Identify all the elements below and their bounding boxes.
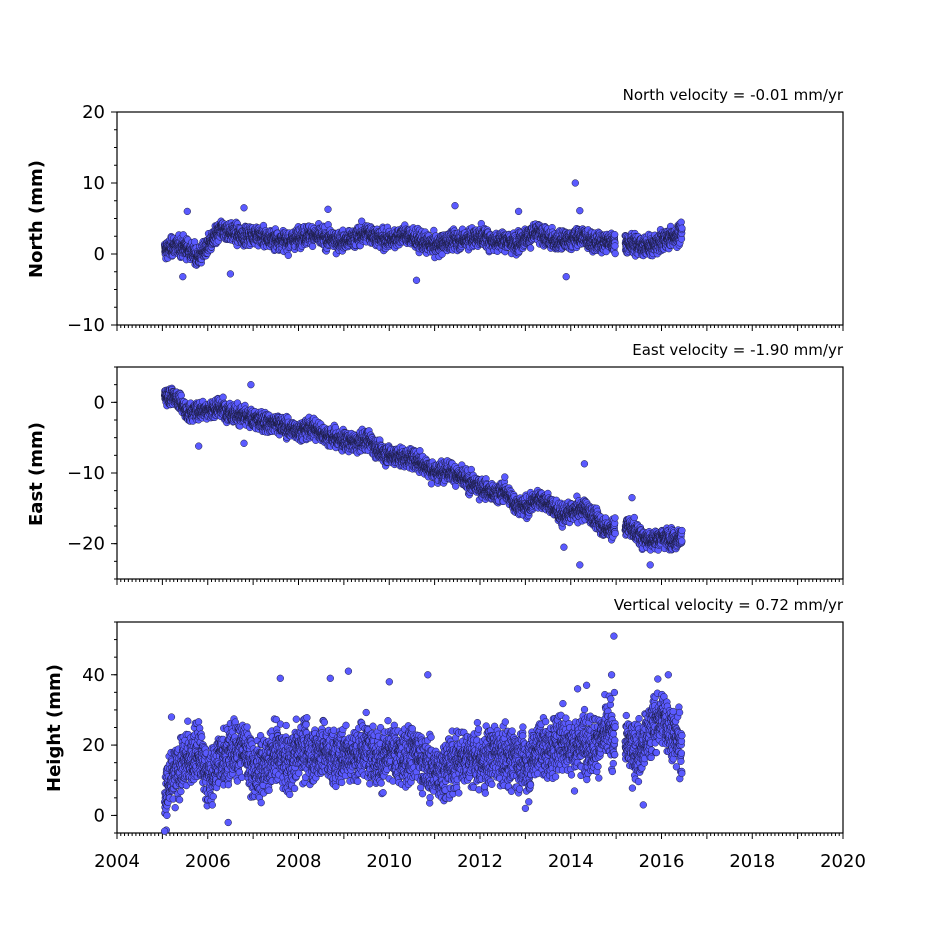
y-tick-label: −20	[67, 534, 105, 555]
y-tick-label: −10	[67, 463, 105, 484]
plot-frame	[116, 111, 844, 326]
outlier-point	[412, 276, 421, 284]
east-velocity-annotation: East velocity = -1.90 mm/yr	[632, 341, 844, 359]
outlier-point	[179, 273, 187, 281]
data-point	[526, 244, 535, 252]
y-tick-label: 10	[82, 173, 105, 194]
east-axis-label: East (mm)	[26, 422, 47, 526]
data-point	[611, 249, 619, 258]
data-point	[190, 238, 199, 246]
y-tick-label: 0	[94, 244, 105, 265]
outlier-point	[576, 207, 584, 215]
north-axis-label: North (mm)	[26, 160, 47, 278]
north-panel: North velocity = -0.01 mm/yr North (mm) …	[26, 86, 844, 336]
data-point	[284, 251, 292, 260]
y-tick-label: 0	[94, 392, 105, 413]
data-point	[308, 242, 317, 251]
outlier-point	[183, 207, 191, 216]
data-point	[678, 224, 686, 232]
data-point	[677, 218, 685, 226]
data-point	[611, 242, 619, 250]
data-points	[160, 381, 686, 569]
outlier-point	[324, 205, 332, 213]
east-panel: East velocity = -1.90 mm/yr East (mm) −2…	[26, 341, 844, 585]
y-tick-label: 20	[82, 102, 105, 123]
outlier-point	[562, 273, 570, 281]
outlier-point	[240, 204, 248, 212]
outlier-point	[226, 270, 235, 278]
outlier-point	[451, 202, 459, 210]
data-point	[611, 230, 619, 239]
outlier-point	[514, 207, 523, 216]
data-points	[160, 179, 686, 284]
north-velocity-annotation: North velocity = -0.01 mm/yr	[623, 86, 844, 104]
outlier-point	[571, 179, 579, 187]
y-tick-label: −10	[67, 315, 105, 336]
